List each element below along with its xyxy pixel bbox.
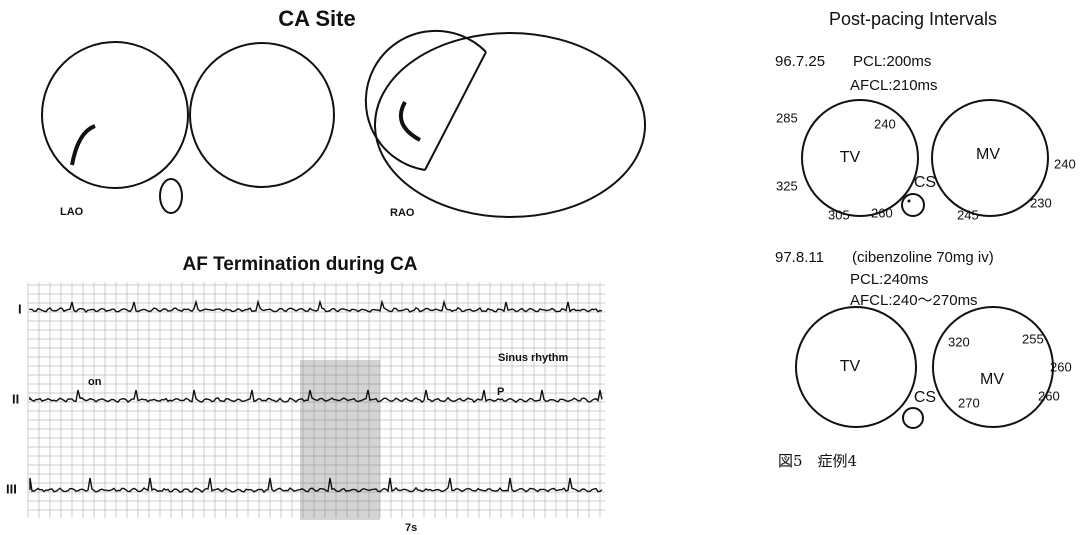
drug: (cibenzoline 70mg iv) [852, 249, 994, 266]
time-label: 7s [405, 522, 417, 534]
cs-label: CS [914, 174, 936, 191]
cs-dot [908, 200, 911, 203]
rao-line [425, 52, 486, 170]
date: 96.7.25 [775, 53, 825, 70]
interval: 260 [1050, 359, 1072, 374]
ecg-strip [28, 282, 605, 520]
pp-title: Post-pacing Intervals [829, 9, 997, 29]
lead-label: II [12, 391, 19, 406]
cs-ellipse [160, 179, 182, 213]
rao-arc [366, 31, 486, 170]
tv-label: TV [840, 149, 861, 166]
af-title: AF Termination during CA [182, 254, 417, 275]
interval: 260 [871, 205, 893, 220]
cs-label: CS [914, 389, 936, 406]
ablation-line [401, 102, 420, 140]
on-label: on [88, 376, 102, 388]
lao-circle [190, 43, 334, 187]
figure: CA Site LAO RAO AF Termination during CA… [0, 0, 1088, 535]
ca-site-title: CA Site [278, 6, 355, 31]
pcl: PCL:240ms [850, 271, 928, 288]
ecg-artifact [300, 360, 380, 520]
interval: 245 [957, 207, 979, 222]
interval: 285 [776, 110, 798, 125]
cs-circle [903, 408, 923, 428]
interval: 260 [1038, 388, 1060, 403]
p-label: P [497, 386, 504, 398]
lao-circle [42, 42, 188, 188]
cs-circle [902, 194, 924, 216]
interval: 320 [948, 334, 970, 349]
lead-label: III [6, 481, 17, 496]
interval: 255 [1022, 331, 1044, 346]
mv-circle [933, 307, 1053, 427]
interval: 305 [828, 207, 850, 222]
interval: 270 [958, 395, 980, 410]
mv-label: MV [980, 371, 1004, 388]
lead-label: I [18, 301, 22, 316]
sinus-label: Sinus rhythm [498, 352, 569, 364]
pcl: PCL:200ms [853, 53, 931, 70]
afcl: AFCL:240～270ms [850, 292, 978, 309]
caption: 図5 症例4 [778, 452, 857, 470]
interval: 240 [874, 116, 896, 131]
rao-label: RAO [390, 207, 415, 219]
interval: 240 [1054, 156, 1076, 171]
interval: 230 [1030, 195, 1052, 210]
rao-ellipse [375, 33, 645, 217]
mv-label: MV [976, 146, 1000, 163]
afcl: AFCL:210ms [850, 77, 938, 94]
lao-label: LAO [60, 206, 84, 218]
interval: 325 [776, 178, 798, 193]
tv-label: TV [840, 358, 861, 375]
ablation-line [72, 126, 95, 165]
date: 97.8.11 [775, 249, 824, 266]
